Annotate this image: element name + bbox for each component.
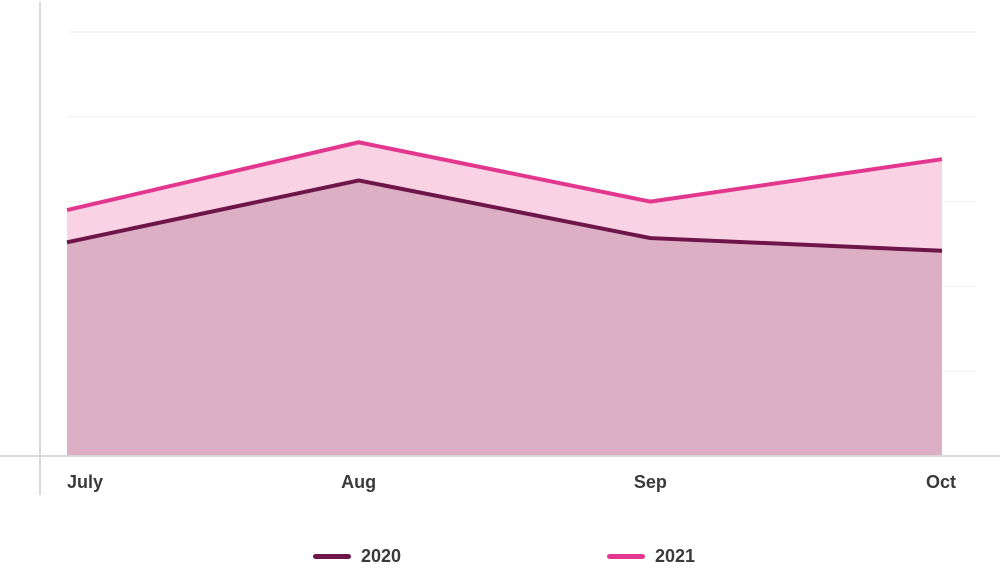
area-2020	[67, 180, 942, 456]
legend-item-2021[interactable]: 2021	[607, 538, 695, 574]
line-2021	[66, 140, 943, 213]
x-tick-label: Oct	[926, 472, 956, 492]
x-tick-label: Sep	[634, 472, 667, 492]
legend-label-2021: 2021	[655, 545, 696, 566]
line-2020	[66, 178, 943, 253]
legend: 2020 2021	[0, 538, 1000, 574]
legend-swatch-2021	[607, 553, 645, 559]
legend-swatch-2020	[313, 553, 351, 559]
x-tick-label: July	[67, 472, 103, 492]
series-areas	[67, 142, 942, 457]
x-tick-label: Aug	[341, 472, 376, 492]
x-tick-labels: July Aug Sep Oct	[67, 472, 956, 492]
series-lines	[66, 140, 943, 253]
legend-item-2020[interactable]: 2020	[313, 538, 401, 574]
legend-label-2020: 2020	[361, 545, 402, 566]
area-chart: July Aug Sep Oct	[0, 2, 1000, 495]
